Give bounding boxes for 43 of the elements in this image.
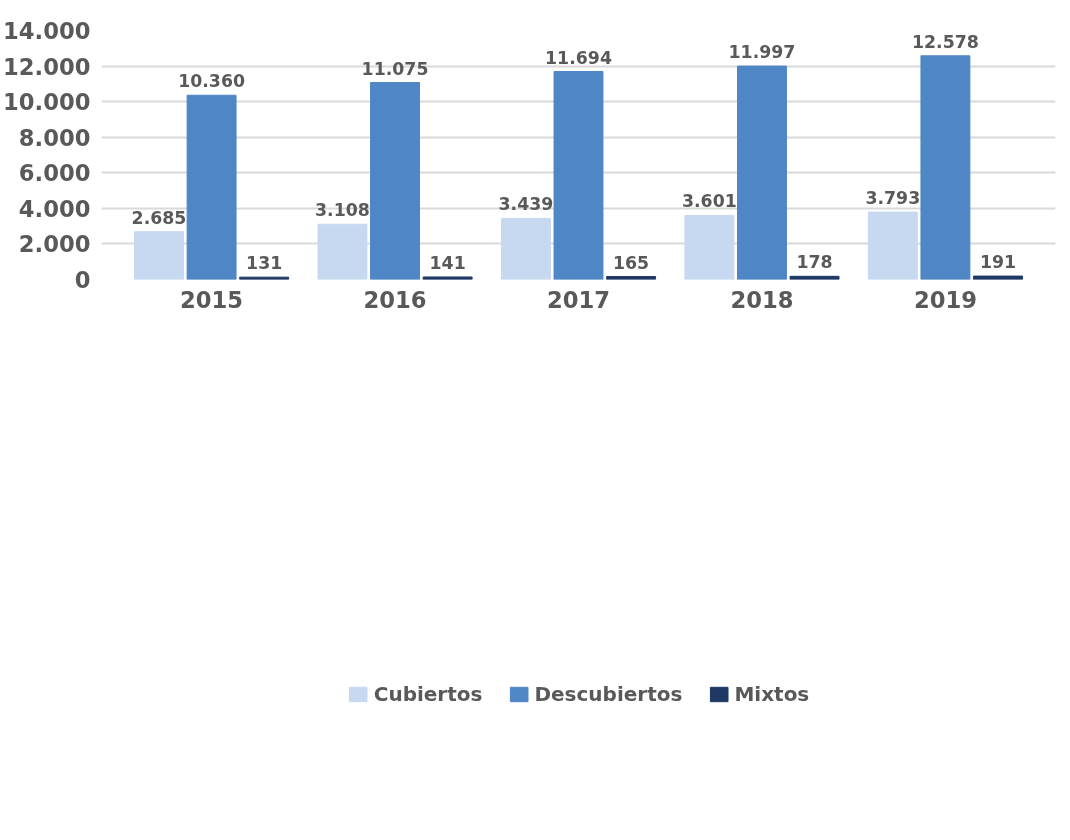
data-label: 11.997 (728, 42, 796, 63)
bar (370, 82, 420, 280)
data-label: 131 (246, 253, 283, 274)
y-tick-label: 12.000 (3, 53, 91, 80)
data-label: 3.793 (865, 188, 921, 209)
x-tick-label: 2018 (730, 286, 794, 313)
bar (422, 276, 473, 280)
bar (317, 223, 368, 280)
data-label: 178 (796, 252, 833, 273)
bar (920, 55, 971, 280)
data-label: 11.075 (361, 58, 429, 79)
y-tick-label: 14.000 (3, 18, 91, 44)
bar (134, 231, 184, 280)
legend-label: Mixtos (734, 682, 810, 706)
x-tick-label: 2016 (363, 286, 427, 313)
data-label: 12.578 (911, 31, 979, 52)
bar (553, 71, 604, 280)
y-tick-label: 0 (74, 267, 91, 293)
x-tick-label: 2015 (180, 286, 244, 313)
bar (737, 65, 787, 280)
data-label: 3.601 (681, 191, 737, 212)
x-tick-label: 2017 (546, 286, 611, 313)
y-tick-label: 8.000 (18, 124, 91, 151)
bar (500, 217, 551, 280)
y-tick-label: 2.000 (18, 231, 91, 258)
y-tick-label: 10.000 (3, 89, 91, 116)
legend-label: Descubiertos (534, 682, 683, 706)
data-label: 11.694 (545, 47, 612, 68)
data-label: 191 (979, 252, 1017, 273)
data-label: 165 (613, 252, 650, 273)
y-tick-label: 4.000 (18, 195, 91, 222)
data-label: 10.360 (178, 71, 246, 92)
bar (973, 275, 1023, 280)
x-tick-label: 2019 (913, 286, 977, 313)
data-label: 2.685 (131, 207, 187, 228)
data-label: 3.439 (498, 194, 554, 215)
legend-label: Cubiertos (373, 682, 483, 706)
y-tick-label: 6.000 (18, 160, 91, 187)
bar (186, 94, 237, 280)
bar (684, 214, 735, 280)
data-label: 3.108 (315, 200, 370, 221)
bar (867, 211, 918, 280)
data-label: 141 (429, 252, 466, 273)
